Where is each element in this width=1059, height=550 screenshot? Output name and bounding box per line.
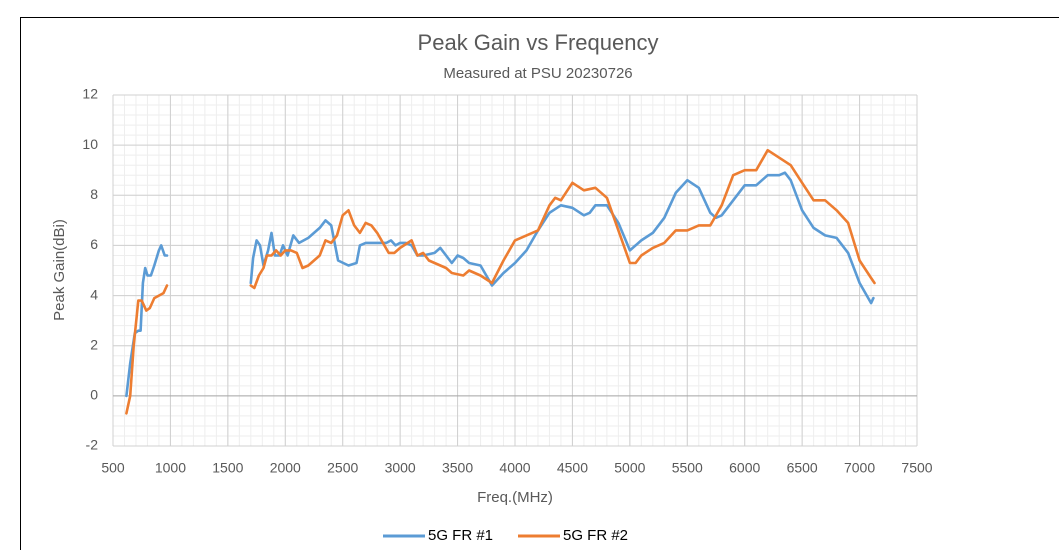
y-tick-label: 8 <box>90 186 98 202</box>
x-tick-label: 1500 <box>212 460 243 476</box>
x-tick-label: 4500 <box>557 460 588 476</box>
y-tick-label: 0 <box>90 387 98 403</box>
x-tick-label: 5000 <box>614 460 645 476</box>
x-tick-label: 4000 <box>499 460 530 476</box>
legend: 5G FR #1 5G FR #2 <box>383 527 628 544</box>
x-tick-label: 7000 <box>844 460 875 476</box>
y-tick-label: 12 <box>82 86 98 102</box>
x-tick-label: 6000 <box>729 460 760 476</box>
x-tick-label: 2000 <box>270 460 301 476</box>
x-tick-label: 7500 <box>901 460 932 476</box>
series-line <box>125 148 876 415</box>
chart-title: Peak Gain vs Frequency <box>418 30 659 55</box>
y-tick-label: 10 <box>82 136 98 152</box>
legend-label: 5G FR #2 <box>563 527 628 544</box>
y-axis-title: Peak Gain(dBi) <box>51 219 68 321</box>
y-tick-label: -2 <box>86 437 99 453</box>
x-tick-label: 2500 <box>327 460 358 476</box>
x-tick-label: 6500 <box>787 460 818 476</box>
x-tick-label: 1000 <box>155 460 186 476</box>
grid <box>112 94 918 447</box>
x-tick-label: 5500 <box>672 460 703 476</box>
y-tick-label: 6 <box>90 236 98 252</box>
y-tick-label: 2 <box>90 336 98 352</box>
x-tick-label: 3500 <box>442 460 473 476</box>
legend-label: 5G FR #1 <box>428 527 493 544</box>
x-axis-title: Freq.(MHz) <box>477 489 553 506</box>
x-tick-label: 3000 <box>385 460 416 476</box>
x-tick-label: 500 <box>101 460 125 476</box>
chart-subtitle: Measured at PSU 20230726 <box>443 65 632 82</box>
y-tick-label: 4 <box>90 286 98 302</box>
plot <box>125 148 876 415</box>
